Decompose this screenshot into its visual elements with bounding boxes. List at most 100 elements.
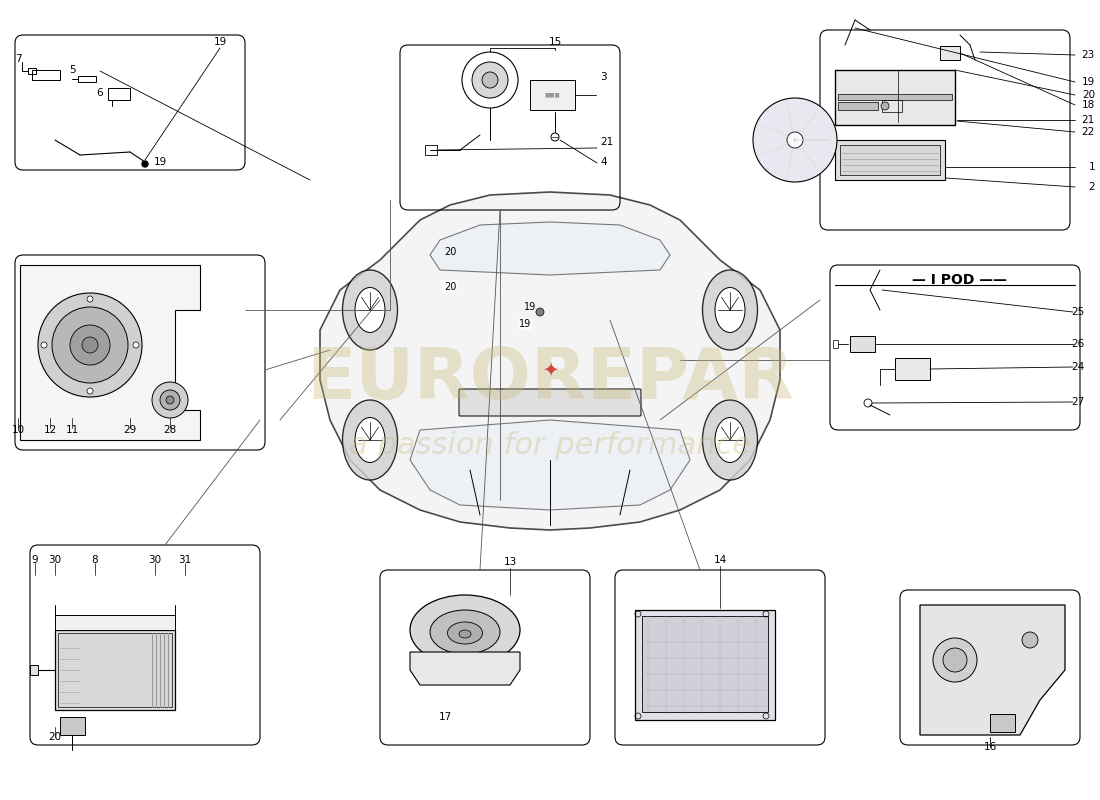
Text: ✦: ✦ xyxy=(542,361,558,379)
Circle shape xyxy=(754,98,837,182)
Circle shape xyxy=(472,62,508,98)
Bar xyxy=(642,616,768,712)
Circle shape xyxy=(87,296,94,302)
Text: 19: 19 xyxy=(153,157,166,167)
FancyBboxPatch shape xyxy=(459,389,641,416)
PathPatch shape xyxy=(920,605,1065,735)
Text: 19: 19 xyxy=(519,319,531,329)
Text: 11: 11 xyxy=(65,425,78,435)
Text: 19: 19 xyxy=(524,302,536,312)
Text: ■■■: ■■■ xyxy=(544,93,560,98)
Text: 2: 2 xyxy=(1088,182,1094,192)
Ellipse shape xyxy=(342,270,397,350)
Text: 15: 15 xyxy=(549,37,562,47)
Text: 20: 20 xyxy=(1082,90,1094,100)
Text: 6: 6 xyxy=(97,88,103,98)
Bar xyxy=(30,665,38,675)
Circle shape xyxy=(166,396,174,404)
Bar xyxy=(882,100,902,112)
Text: 17: 17 xyxy=(439,712,452,722)
Ellipse shape xyxy=(355,418,385,462)
Text: 12: 12 xyxy=(43,425,56,435)
Circle shape xyxy=(142,161,148,167)
Text: 10: 10 xyxy=(11,425,24,435)
Bar xyxy=(58,633,172,707)
Circle shape xyxy=(39,293,142,397)
Bar xyxy=(838,94,952,100)
Text: 14: 14 xyxy=(714,555,727,565)
Circle shape xyxy=(786,132,803,148)
Text: 28: 28 xyxy=(164,425,177,435)
Circle shape xyxy=(133,342,139,348)
Text: — I POD ——: — I POD —— xyxy=(913,273,1008,287)
Text: 5: 5 xyxy=(68,65,75,75)
Bar xyxy=(78,76,96,82)
Text: 20: 20 xyxy=(443,282,456,292)
Bar xyxy=(940,46,960,60)
Text: 21: 21 xyxy=(1081,115,1094,125)
Circle shape xyxy=(52,307,128,383)
Ellipse shape xyxy=(342,400,397,480)
Bar xyxy=(850,336,875,352)
Text: 23: 23 xyxy=(1081,50,1094,60)
Bar xyxy=(108,88,130,100)
Circle shape xyxy=(41,342,47,348)
Text: 22: 22 xyxy=(1081,127,1094,137)
Text: 26: 26 xyxy=(1071,339,1085,349)
Text: 30: 30 xyxy=(148,555,162,565)
Circle shape xyxy=(933,638,977,682)
Circle shape xyxy=(70,325,110,365)
Bar xyxy=(55,615,175,630)
Bar xyxy=(840,145,940,175)
Circle shape xyxy=(536,308,544,316)
Bar xyxy=(55,630,175,710)
Circle shape xyxy=(160,390,180,410)
Text: 16: 16 xyxy=(983,742,997,752)
Circle shape xyxy=(1022,632,1038,648)
Circle shape xyxy=(881,102,889,110)
Text: 9: 9 xyxy=(32,555,39,565)
Ellipse shape xyxy=(715,287,745,333)
Bar xyxy=(835,70,955,125)
Text: 19: 19 xyxy=(1081,77,1094,87)
Ellipse shape xyxy=(715,418,745,462)
Text: 8: 8 xyxy=(91,555,98,565)
Ellipse shape xyxy=(410,595,520,665)
Circle shape xyxy=(82,337,98,353)
Text: 24: 24 xyxy=(1071,362,1085,372)
Text: EUROREPAR: EUROREPAR xyxy=(306,346,794,414)
Bar xyxy=(635,610,776,720)
Bar xyxy=(60,717,85,735)
Text: 19: 19 xyxy=(213,37,227,47)
Bar xyxy=(835,140,945,180)
Text: 18: 18 xyxy=(1081,100,1094,110)
PathPatch shape xyxy=(20,265,200,440)
Circle shape xyxy=(482,72,498,88)
Text: 30: 30 xyxy=(48,555,62,565)
Ellipse shape xyxy=(355,287,385,333)
Text: 25: 25 xyxy=(1071,307,1085,317)
Text: 1: 1 xyxy=(1088,162,1094,172)
Ellipse shape xyxy=(430,610,500,654)
Text: 7: 7 xyxy=(14,54,21,64)
PathPatch shape xyxy=(320,192,780,530)
Bar xyxy=(28,68,36,74)
Ellipse shape xyxy=(703,400,758,480)
PathPatch shape xyxy=(410,420,690,510)
Ellipse shape xyxy=(703,270,758,350)
Text: 31: 31 xyxy=(178,555,191,565)
Bar xyxy=(895,358,930,380)
Text: 20: 20 xyxy=(48,732,62,742)
Bar xyxy=(838,102,878,110)
PathPatch shape xyxy=(430,222,670,275)
Text: a passion for performance: a passion for performance xyxy=(349,430,751,459)
Text: 4: 4 xyxy=(600,157,606,167)
Ellipse shape xyxy=(448,622,483,644)
Text: 20: 20 xyxy=(443,247,456,257)
Circle shape xyxy=(87,388,94,394)
Circle shape xyxy=(943,648,967,672)
PathPatch shape xyxy=(410,652,520,685)
Bar xyxy=(530,80,575,110)
Text: 21: 21 xyxy=(600,137,614,147)
Text: 27: 27 xyxy=(1071,397,1085,407)
